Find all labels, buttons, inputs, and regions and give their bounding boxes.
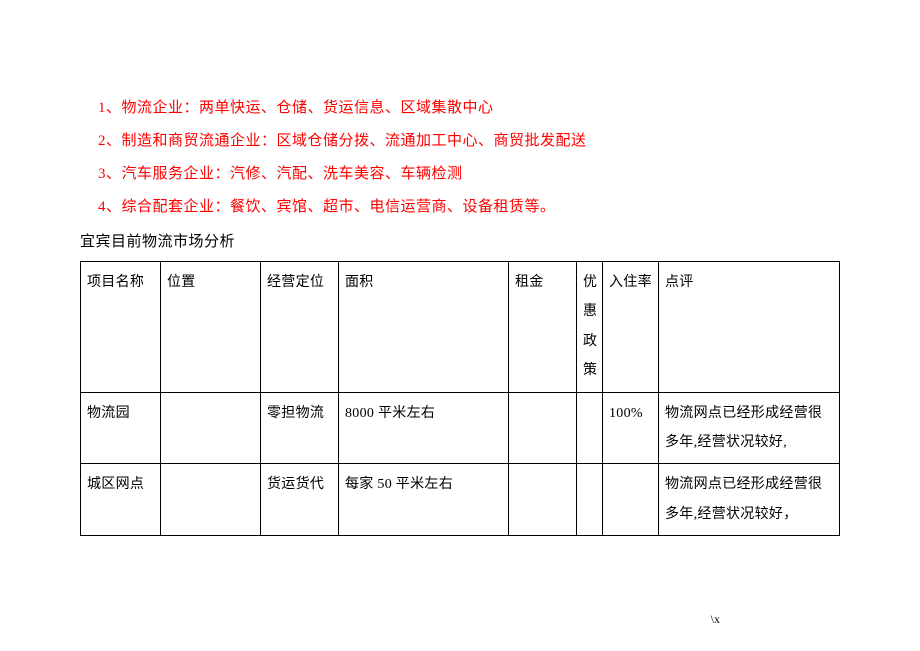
cell-location xyxy=(161,392,261,464)
cell-policy xyxy=(577,392,603,464)
cell-positioning: 货运货代 xyxy=(261,464,339,536)
cell-area: 8000 平米左右 xyxy=(339,392,509,464)
cell-name: 物流园 xyxy=(81,392,161,464)
section-title: 宜宾目前物流市场分析 xyxy=(80,226,840,259)
col-header-rate: 入住率 xyxy=(603,262,659,393)
cell-location xyxy=(161,464,261,536)
col-header-review: 点评 xyxy=(659,262,840,393)
col-header-policy: 优惠政策 xyxy=(577,262,603,393)
cell-positioning: 零担物流 xyxy=(261,392,339,464)
cell-rate: 100% xyxy=(603,392,659,464)
table-header-row: 项目名称 位置 经营定位 面积 租金 优惠政策 入住率 点评 xyxy=(81,262,840,393)
list-item-1: 1、物流企业：两单快运、仓储、货运信息、区域集散中心 xyxy=(98,92,840,125)
col-header-positioning: 经营定位 xyxy=(261,262,339,393)
list-item-2: 2、制造和商贸流通企业：区域仓储分拨、流通加工中心、商贸批发配送 xyxy=(98,125,840,158)
list-item-4: 4、综合配套企业：餐饮、宾馆、超市、电信运营商、设备租赁等。 xyxy=(98,191,840,224)
col-header-rent: 租金 xyxy=(509,262,577,393)
table-row: 城区网点 货运货代 每家 50 平米左右 物流网点已经形成经营很多年,经营状况较… xyxy=(81,464,840,536)
cell-policy xyxy=(577,464,603,536)
cell-review: 物流网点已经形成经营很多年,经营状况较好， xyxy=(659,464,840,536)
cell-name: 城区网点 xyxy=(81,464,161,536)
footer-mark: \x xyxy=(711,612,720,627)
cell-rate xyxy=(603,464,659,536)
table-row: 物流园 零担物流 8000 平米左右 100% 物流网点已经形成经营很多年,经营… xyxy=(81,392,840,464)
cell-rent xyxy=(509,464,577,536)
col-header-area: 面积 xyxy=(339,262,509,393)
cell-review: 物流网点已经形成经营很多年,经营状况较好, xyxy=(659,392,840,464)
list-item-3: 3、汽车服务企业：汽修、汽配、洗车美容、车辆检测 xyxy=(98,158,840,191)
cell-rent xyxy=(509,392,577,464)
col-header-name: 项目名称 xyxy=(81,262,161,393)
market-analysis-table: 项目名称 位置 经营定位 面积 租金 优惠政策 入住率 点评 物流园 零担物流 … xyxy=(80,261,840,536)
col-header-location: 位置 xyxy=(161,262,261,393)
cell-area: 每家 50 平米左右 xyxy=(339,464,509,536)
